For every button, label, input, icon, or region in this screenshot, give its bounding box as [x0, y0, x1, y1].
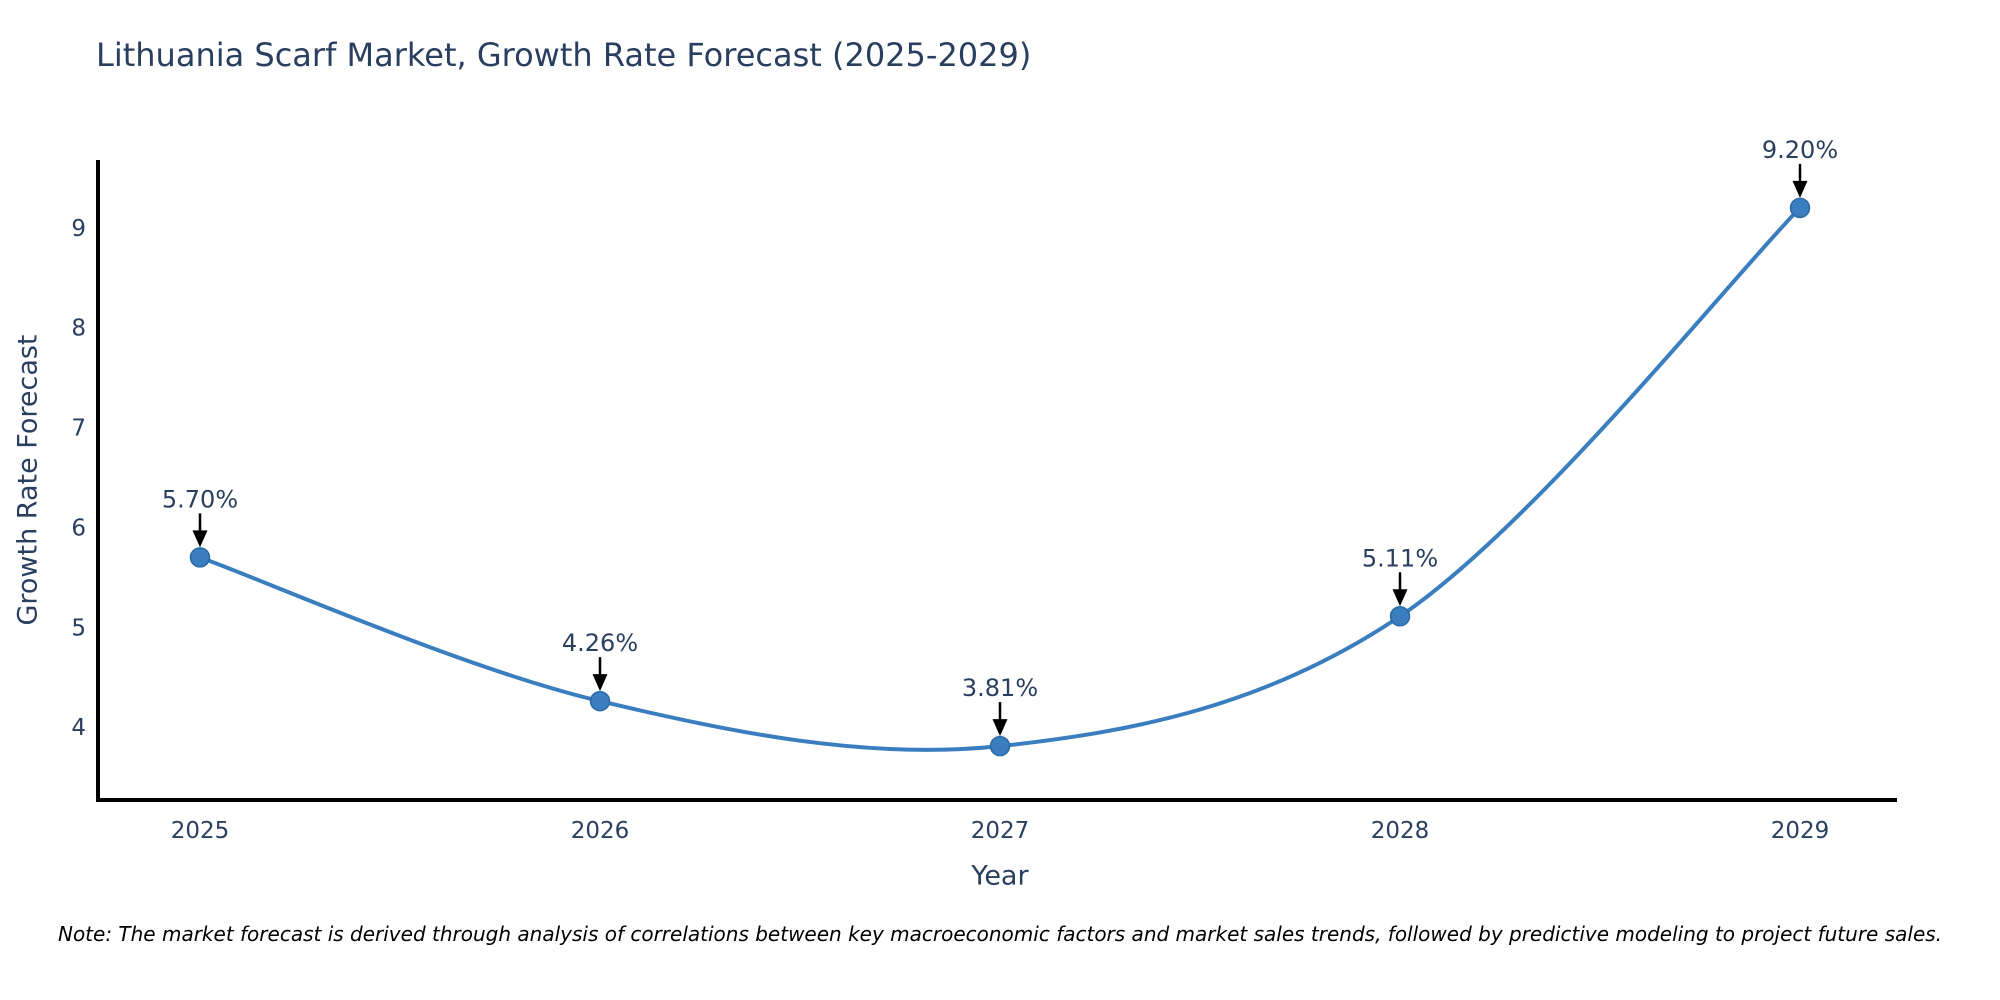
y-tick-label: 4	[71, 715, 86, 741]
annotation-label-2026: 4.26%	[562, 629, 638, 657]
footnote: Note: The market forecast is derived thr…	[57, 922, 1943, 946]
annotation-label-2027: 3.81%	[962, 674, 1038, 702]
annotation-label-2029: 9.20%	[1762, 136, 1838, 164]
data-point-2027	[989, 735, 1011, 757]
y-tick-label: 5	[71, 615, 86, 641]
annotation-arrowhead-2027	[992, 719, 1008, 737]
chart-title: Lithuania Scarf Market, Growth Rate Fore…	[96, 36, 1032, 74]
annotation-arrowhead-2025	[192, 530, 208, 548]
data-point-2026	[589, 690, 611, 712]
annotation-label-2028: 5.11%	[1362, 544, 1438, 572]
annotation-arrowhead-2026	[592, 674, 608, 692]
data-point-2029	[1789, 197, 1811, 219]
x-tick-label: 2029	[1771, 818, 1830, 844]
data-point-2028	[1389, 606, 1411, 627]
y-tick-label: 9	[71, 216, 86, 242]
x-tick-label: 2028	[1371, 818, 1430, 844]
y-tick-label: 7	[71, 416, 86, 442]
data-point-2025	[189, 547, 211, 568]
x-tick-label: 2027	[971, 818, 1030, 844]
annotation-arrowhead-2028	[1392, 589, 1408, 607]
y-tick-label: 8	[71, 316, 86, 342]
annotation-label-2025: 5.70%	[162, 485, 238, 513]
x-tick-label: 2025	[171, 818, 230, 844]
annotation-arrowhead-2029	[1792, 180, 1808, 198]
x-tick-label: 2026	[571, 818, 630, 844]
x-axis-title: Year	[971, 860, 1029, 892]
y-tick-label: 6	[71, 515, 86, 541]
trend-line	[198, 205, 1802, 752]
